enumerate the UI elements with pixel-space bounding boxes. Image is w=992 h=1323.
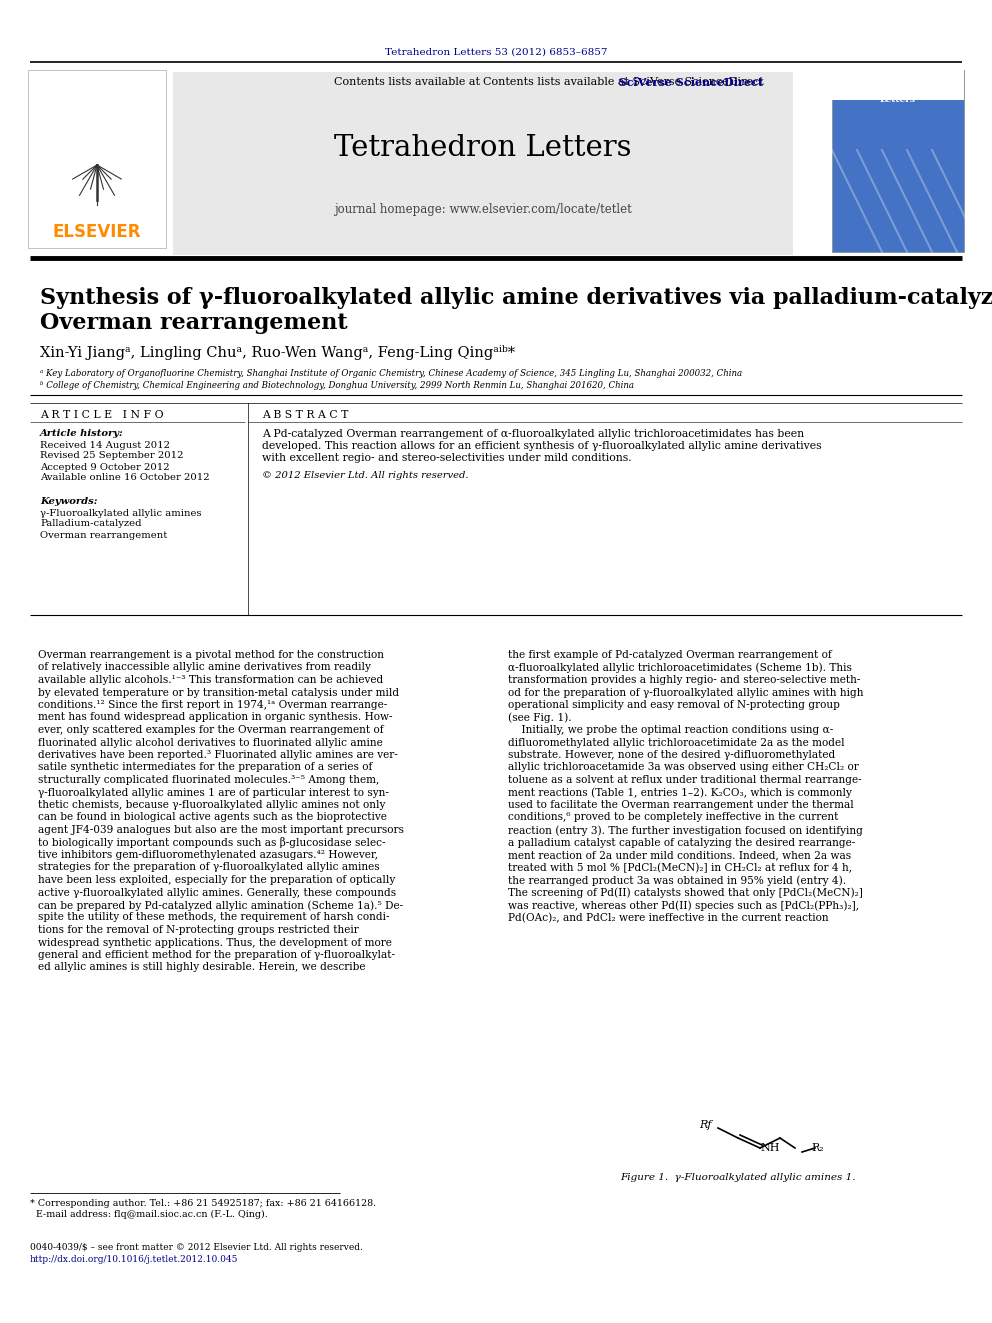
Text: A B S T R A C T: A B S T R A C T <box>262 410 348 419</box>
Text: was reactive, whereas other Pd(II) species such as [PdCl₂(PPh₃)₂],: was reactive, whereas other Pd(II) speci… <box>508 900 859 910</box>
Text: R₂: R₂ <box>811 1143 824 1154</box>
Text: γ-fluoroalkylated allylic amines 1 are of particular interest to syn-: γ-fluoroalkylated allylic amines 1 are o… <box>38 787 389 798</box>
Bar <box>832 70 964 251</box>
Text: satile synthetic intermediates for the preparation of a series of: satile synthetic intermediates for the p… <box>38 762 372 773</box>
Bar <box>28 70 166 247</box>
Text: with excellent regio- and stereo-selectivities under mild conditions.: with excellent regio- and stereo-selecti… <box>262 452 632 463</box>
Text: Overman rearrangement: Overman rearrangement <box>40 312 347 333</box>
Text: substrate. However, none of the desired γ-difluoromethylated: substrate. However, none of the desired … <box>508 750 835 759</box>
Text: tive inhibitors gem-difluoromethylenated azasugars.⁴² However,: tive inhibitors gem-difluoromethylenated… <box>38 849 378 860</box>
Text: α-fluoroalkylated allylic trichloroacetimidates (Scheme 1b). This: α-fluoroalkylated allylic trichloroaceti… <box>508 663 852 673</box>
Text: Synthesis of γ-fluoroalkylated allylic amine derivatives via palladium-catalyzed: Synthesis of γ-fluoroalkylated allylic a… <box>40 287 992 310</box>
Text: general and efficient method for the preparation of γ-fluoroalkylat-: general and efficient method for the pre… <box>38 950 395 960</box>
Text: NH: NH <box>760 1143 780 1154</box>
Text: a palladium catalyst capable of catalyzing the desired rearrange-: a palladium catalyst capable of catalyzi… <box>508 837 855 848</box>
Text: Palladium-catalyzed: Palladium-catalyzed <box>40 520 142 528</box>
Text: treated with 5 mol % [PdCl₂(MeCN)₂] in CH₂Cl₂ at reflux for 4 h,: treated with 5 mol % [PdCl₂(MeCN)₂] in C… <box>508 863 852 873</box>
Text: Keywords:: Keywords: <box>40 496 97 505</box>
Text: used to facilitate the Overman rearrangement under the thermal: used to facilitate the Overman rearrange… <box>508 800 854 810</box>
Text: strategies for the preparation of γ-fluoroalkylated allylic amines: strategies for the preparation of γ-fluo… <box>38 863 380 872</box>
Text: ed allylic amines is still highly desirable. Herein, we describe: ed allylic amines is still highly desira… <box>38 963 365 972</box>
Text: by elevated temperature or by transition-metal catalysis under mild: by elevated temperature or by transition… <box>38 688 399 697</box>
Text: A R T I C L E   I N F O: A R T I C L E I N F O <box>40 410 164 419</box>
Text: structurally complicated fluorinated molecules.³⁻⁵ Among them,: structurally complicated fluorinated mol… <box>38 775 379 785</box>
Text: od for the preparation of γ-fluoroalkylated allylic amines with high: od for the preparation of γ-fluoroalkyla… <box>508 688 863 697</box>
Text: ment reaction of 2a under mild conditions. Indeed, when 2a was: ment reaction of 2a under mild condition… <box>508 849 851 860</box>
Text: conditions.¹² Since the first report in 1974,¹ᵃ Overman rearrange-: conditions.¹² Since the first report in … <box>38 700 387 710</box>
Text: ever, only scattered examples for the Overman rearrangement of: ever, only scattered examples for the Ov… <box>38 725 384 736</box>
Text: Tetrahedron: Tetrahedron <box>867 83 929 93</box>
Text: Contents lists available at SciVerse ScienceDirect: Contents lists available at SciVerse Sci… <box>483 77 764 87</box>
Text: allylic trichloroacetamide 3a was observed using either CH₂Cl₂ or: allylic trichloroacetamide 3a was observ… <box>508 762 859 773</box>
Text: ELSEVIER: ELSEVIER <box>53 224 141 241</box>
Text: fluorinated allylic alcohol derivatives to fluorinated allylic amine: fluorinated allylic alcohol derivatives … <box>38 737 383 747</box>
Text: tions for the removal of N-protecting groups restricted their: tions for the removal of N-protecting gr… <box>38 925 359 935</box>
Text: available allylic alcohols.¹⁻³ This transformation can be achieved: available allylic alcohols.¹⁻³ This tran… <box>38 675 383 685</box>
Text: Tetrahedron Letters: Tetrahedron Letters <box>334 134 632 161</box>
Text: to biologically important compounds such as β-glucosidase selec-: to biologically important compounds such… <box>38 837 386 848</box>
Text: A Pd-catalyzed Overman rearrangement of α-fluoroalkylated allylic trichloroaceti: A Pd-catalyzed Overman rearrangement of … <box>262 429 805 439</box>
Text: Letters: Letters <box>880 95 916 105</box>
Text: conditions,⁶ proved to be completely ineffective in the current: conditions,⁶ proved to be completely ine… <box>508 812 838 823</box>
Text: ᵇ College of Chemistry, Chemical Engineering and Biotechnology, Donghua Universi: ᵇ College of Chemistry, Chemical Enginee… <box>40 381 634 389</box>
Text: the rearranged product 3a was obtained in 95% yield (entry 4).: the rearranged product 3a was obtained i… <box>508 875 846 885</box>
Text: Contents lists available at: Contents lists available at <box>333 77 483 87</box>
Text: E-mail address: flq@mail.sioc.ac.cn (F.-L. Qing).: E-mail address: flq@mail.sioc.ac.cn (F.-… <box>30 1209 268 1218</box>
Text: Overman rearrangement: Overman rearrangement <box>40 531 168 540</box>
Text: Initially, we probe the optimal reaction conditions using α-: Initially, we probe the optimal reaction… <box>508 725 833 736</box>
Text: toluene as a solvent at reflux under traditional thermal rearrange-: toluene as a solvent at reflux under tra… <box>508 775 862 785</box>
Text: Overman rearrangement is a pivotal method for the construction: Overman rearrangement is a pivotal metho… <box>38 650 384 660</box>
FancyBboxPatch shape <box>173 71 793 255</box>
Text: Tetrahedron Letters 53 (2012) 6853–6857: Tetrahedron Letters 53 (2012) 6853–6857 <box>385 48 607 57</box>
Text: reaction (entry 3). The further investigation focused on identifying: reaction (entry 3). The further investig… <box>508 826 863 836</box>
Text: derivatives have been reported.³ Fluorinated allylic amines are ver-: derivatives have been reported.³ Fluorin… <box>38 750 398 759</box>
Text: Article history:: Article history: <box>40 429 124 438</box>
Text: spite the utility of these methods, the requirement of harsh condi-: spite the utility of these methods, the … <box>38 913 390 922</box>
Text: agent JF4-039 analogues but also are the most important precursors: agent JF4-039 analogues but also are the… <box>38 826 404 835</box>
Text: 0040-4039/$ – see front matter © 2012 Elsevier Ltd. All rights reserved.: 0040-4039/$ – see front matter © 2012 El… <box>30 1244 363 1253</box>
Text: Received 14 August 2012: Received 14 August 2012 <box>40 441 170 450</box>
Text: have been less exploited, especially for the preparation of optically: have been less exploited, especially for… <box>38 875 395 885</box>
Text: operational simplicity and easy removal of N-protecting group: operational simplicity and easy removal … <box>508 700 840 710</box>
Text: ᵃ Key Laboratory of Organofluorine Chemistry, Shanghai Institute of Organic Chem: ᵃ Key Laboratory of Organofluorine Chemi… <box>40 369 742 377</box>
Text: Available online 16 October 2012: Available online 16 October 2012 <box>40 474 209 483</box>
Text: developed. This reaction allows for an efficient synthesis of γ-fluoroalkylated : developed. This reaction allows for an e… <box>262 441 821 451</box>
Text: difluoromethylated allylic trichloroacetimidate 2a as the model: difluoromethylated allylic trichloroacet… <box>508 737 844 747</box>
Text: SciVerse ScienceDirect: SciVerse ScienceDirect <box>483 77 763 87</box>
Text: thetic chemists, because γ-fluoroalkylated allylic amines not only: thetic chemists, because γ-fluoroalkylat… <box>38 800 385 810</box>
Text: Pd(OAc)₂, and PdCl₂ were ineffective in the current reaction: Pd(OAc)₂, and PdCl₂ were ineffective in … <box>508 913 828 923</box>
Text: can be prepared by Pd-catalyzed allylic amination (Scheme 1a).⁵ De-: can be prepared by Pd-catalyzed allylic … <box>38 900 403 910</box>
Text: ment reactions (Table 1, entries 1–2). K₂CO₃, which is commonly: ment reactions (Table 1, entries 1–2). K… <box>508 787 852 798</box>
Text: (see Fig. 1).: (see Fig. 1). <box>508 713 571 724</box>
Text: The screening of Pd(II) catalysts showed that only [PdCl₂(MeCN)₂]: The screening of Pd(II) catalysts showed… <box>508 888 863 898</box>
Text: Rf: Rf <box>698 1121 711 1130</box>
Text: http://dx.doi.org/10.1016/j.tetlet.2012.10.045: http://dx.doi.org/10.1016/j.tetlet.2012.… <box>30 1254 238 1263</box>
Text: widespread synthetic applications. Thus, the development of more: widespread synthetic applications. Thus,… <box>38 938 392 947</box>
Text: journal homepage: www.elsevier.com/locate/tetlet: journal homepage: www.elsevier.com/locat… <box>334 204 632 217</box>
Text: * Corresponding author. Tel.: +86 21 54925187; fax: +86 21 64166128.: * Corresponding author. Tel.: +86 21 549… <box>30 1199 376 1208</box>
Text: ment has found widespread application in organic synthesis. How-: ment has found widespread application in… <box>38 713 393 722</box>
Text: Figure 1.  γ-Fluoroalkylated allylic amines 1.: Figure 1. γ-Fluoroalkylated allylic amin… <box>620 1174 855 1183</box>
Text: active γ-fluoroalkylated allylic amines. Generally, these compounds: active γ-fluoroalkylated allylic amines.… <box>38 888 396 897</box>
Text: Accepted 9 October 2012: Accepted 9 October 2012 <box>40 463 170 471</box>
Text: © 2012 Elsevier Ltd. All rights reserved.: © 2012 Elsevier Ltd. All rights reserved… <box>262 471 468 480</box>
Text: transformation provides a highly regio- and stereo-selective meth-: transformation provides a highly regio- … <box>508 675 860 685</box>
Text: of relatively inaccessible allylic amine derivatives from readily: of relatively inaccessible allylic amine… <box>38 663 371 672</box>
Text: γ-Fluoroalkylated allylic amines: γ-Fluoroalkylated allylic amines <box>40 508 201 517</box>
Text: can be found in biological active agents such as the bioprotective: can be found in biological active agents… <box>38 812 387 823</box>
Text: Xin-Yi Jiangᵃ, Lingling Chuᵃ, Ruo-Wen Wangᵃ, Feng-Ling Qingᵃⁱᵇ*: Xin-Yi Jiangᵃ, Lingling Chuᵃ, Ruo-Wen Wa… <box>40 344 515 360</box>
Text: Revised 25 September 2012: Revised 25 September 2012 <box>40 451 184 460</box>
Text: the first example of Pd-catalyzed Overman rearrangement of: the first example of Pd-catalyzed Overma… <box>508 650 831 660</box>
Bar <box>832 70 964 101</box>
